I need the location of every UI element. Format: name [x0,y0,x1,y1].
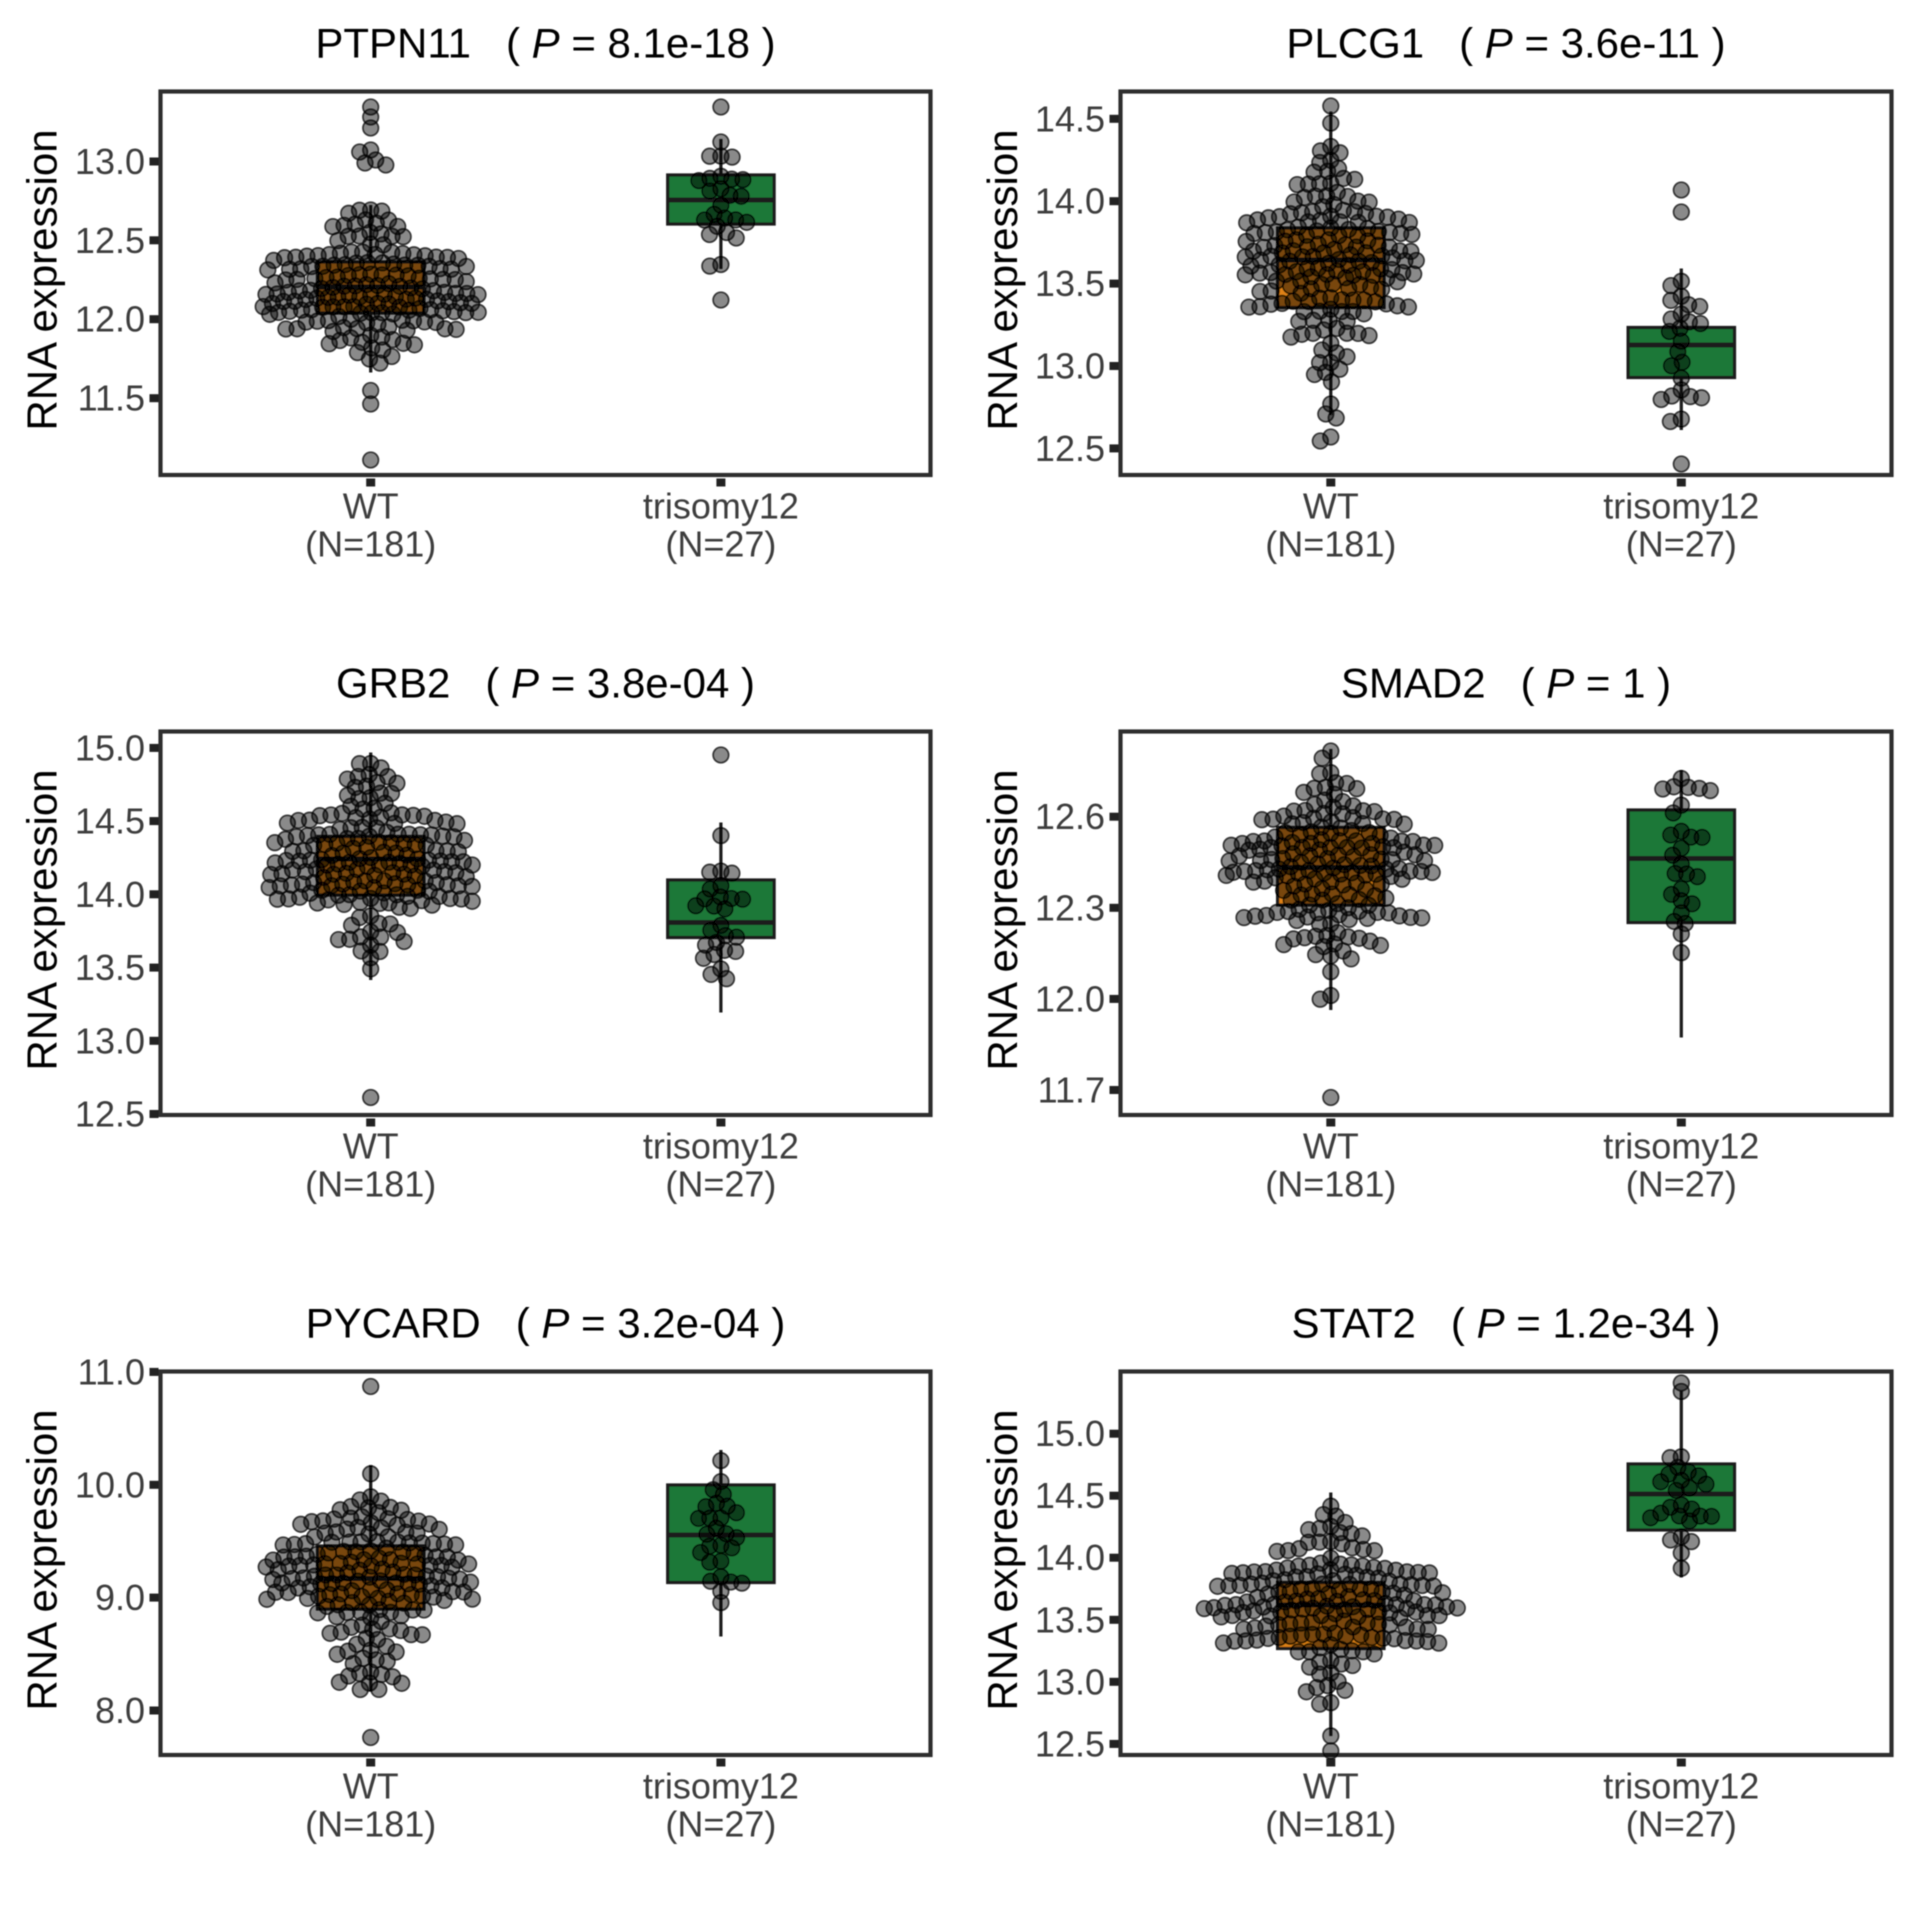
svg-text:(N=181): (N=181) [1265,1804,1396,1845]
svg-text:WT: WT [343,1126,399,1167]
svg-text:11.5: 11.5 [78,378,145,419]
svg-text:(N=181): (N=181) [305,1164,436,1205]
svg-text:(N=181): (N=181) [305,524,436,565]
svg-text:PYCARD ( P = 3.2e-04 ): PYCARD ( P = 3.2e-04 ) [306,1300,786,1347]
svg-text:15.0: 15.0 [75,727,145,768]
svg-text:8.0: 8.0 [95,1690,145,1731]
svg-text:(N=27): (N=27) [1626,1804,1737,1845]
svg-text:(N=27): (N=27) [665,1164,776,1205]
svg-text:RNA expression: RNA expression [19,1409,66,1710]
svg-text:11.0: 11.0 [78,1351,145,1392]
svg-text:(N=181): (N=181) [1265,1164,1396,1205]
svg-text:trisomy12: trisomy12 [643,486,799,527]
svg-text:WT: WT [343,486,399,527]
svg-text:RNA expression: RNA expression [979,129,1026,430]
svg-text:14.0: 14.0 [1035,181,1105,222]
svg-text:RNA expression: RNA expression [979,769,1026,1070]
svg-text:(N=27): (N=27) [665,524,776,565]
svg-text:(N=181): (N=181) [305,1804,436,1845]
svg-text:WT: WT [343,1766,399,1807]
svg-text:(N=27): (N=27) [665,1804,776,1845]
svg-text:GRB2 ( P = 3.8e-04 ): GRB2 ( P = 3.8e-04 ) [336,660,755,707]
svg-text:trisomy12: trisomy12 [1603,1126,1759,1167]
svg-text:12.0: 12.0 [75,299,145,340]
svg-text:STAT2 ( P = 1.2e-34 ): STAT2 ( P = 1.2e-34 ) [1291,1300,1720,1347]
svg-text:13.0: 13.0 [75,1020,145,1061]
svg-text:12.5: 12.5 [75,1094,145,1135]
svg-text:12.6: 12.6 [1035,796,1105,837]
svg-text:trisomy12: trisomy12 [1603,486,1759,527]
svg-text:9.0: 9.0 [95,1577,145,1618]
svg-text:RNA expression: RNA expression [19,129,66,430]
svg-text:SMAD2 ( P = 1 ): SMAD2 ( P = 1 ) [1341,660,1671,707]
svg-text:14.5: 14.5 [75,801,145,842]
svg-text:12.5: 12.5 [1035,1723,1105,1764]
svg-text:RNA expression: RNA expression [979,1409,1026,1710]
svg-text:(N=27): (N=27) [1626,1164,1737,1205]
svg-text:13.0: 13.0 [1035,346,1105,387]
svg-text:13.5: 13.5 [1035,263,1105,304]
svg-text:(N=181): (N=181) [1265,524,1396,565]
svg-text:13.5: 13.5 [75,947,145,988]
svg-text:12.5: 12.5 [75,220,145,261]
svg-text:PLCG1 ( P = 3.6e-11 ): PLCG1 ( P = 3.6e-11 ) [1286,20,1725,67]
svg-text:12.0: 12.0 [1035,978,1105,1019]
svg-text:14.5: 14.5 [1035,1475,1105,1516]
svg-text:12.3: 12.3 [1035,887,1105,928]
svg-text:trisomy12: trisomy12 [643,1126,799,1167]
svg-text:13.0: 13.0 [75,141,145,182]
svg-text:14.5: 14.5 [1035,98,1105,139]
svg-text:(N=27): (N=27) [1626,524,1737,565]
svg-text:14.0: 14.0 [1035,1537,1105,1578]
svg-text:15.0: 15.0 [1035,1413,1105,1454]
svg-text:trisomy12: trisomy12 [643,1766,799,1807]
svg-text:WT: WT [1303,486,1359,527]
svg-text:WT: WT [1303,1126,1359,1167]
svg-text:14.0: 14.0 [75,874,145,915]
svg-text:WT: WT [1303,1766,1359,1807]
svg-text:12.5: 12.5 [1035,428,1105,469]
svg-text:RNA expression: RNA expression [19,769,66,1070]
svg-text:PTPN11 ( P = 8.1e-18 ): PTPN11 ( P = 8.1e-18 ) [315,20,775,67]
svg-text:13.5: 13.5 [1035,1599,1105,1640]
svg-text:10.0: 10.0 [75,1464,145,1505]
svg-text:trisomy12: trisomy12 [1603,1766,1759,1807]
svg-text:11.7: 11.7 [1038,1070,1105,1111]
svg-text:13.0: 13.0 [1035,1661,1105,1702]
